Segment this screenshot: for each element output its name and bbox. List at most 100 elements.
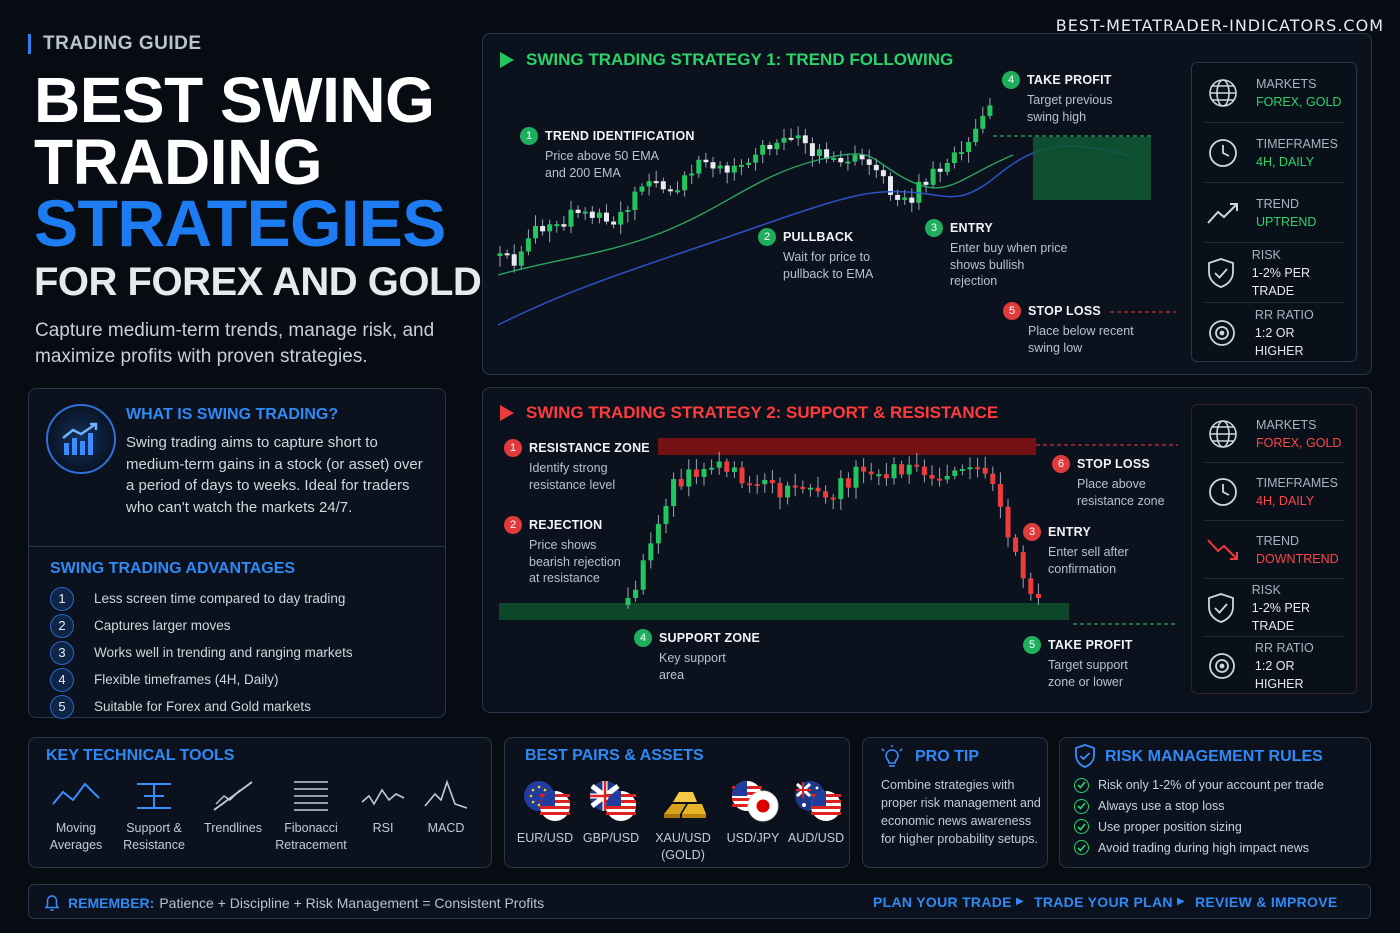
site-url: BEST-METATRADER-INDICATORS.COM — [1055, 16, 1384, 35]
summary-row: RISK 1-2% PER TRADE — [1204, 579, 1344, 637]
pairs-title: BEST PAIRS & ASSETS — [525, 747, 704, 764]
risk-list: Risk only 1-2% of your account per trade… — [1074, 775, 1324, 858]
risk-title: RISK MANAGEMENT RULES — [1105, 748, 1323, 765]
tool-label: MACD — [427, 821, 465, 835]
s2-note-rejection: 2 REJECTION Price shows bearish rejection … — [504, 516, 629, 587]
title-line-4: FOR FOREX AND GOLD — [34, 260, 482, 304]
play-icon — [500, 52, 514, 68]
summary-row: RR RATIO 1:2 OR HIGHER — [1204, 303, 1344, 363]
candle — [731, 165, 737, 173]
note-number: 3 — [925, 219, 943, 237]
candle — [883, 474, 889, 479]
tool-fibonacci: Fibonacci Retracement — [272, 778, 350, 854]
candle — [944, 475, 950, 480]
candle — [838, 158, 844, 163]
note-body: Identify strong resistance level — [529, 461, 616, 492]
candle — [930, 168, 936, 185]
candle — [876, 474, 882, 477]
candle — [646, 181, 652, 187]
candle — [589, 211, 595, 218]
note-body: Enter sell after confirmation — [1048, 545, 1129, 576]
candle — [853, 466, 859, 488]
summary-value: FOREX, GOLD — [1256, 94, 1342, 109]
trend-down-icon — [1204, 531, 1242, 569]
tool-rsi: RSI — [360, 778, 406, 837]
list-item: 3 Works well in trending and ranging mark… — [50, 639, 430, 666]
pair-label: XAU/USD — [655, 831, 711, 845]
note-head: STOP LOSS — [1077, 457, 1150, 472]
advantages-list: 1 Less screen time compared to day tradin… — [50, 585, 430, 720]
list-text: Suitable for Forex and Gold markets — [94, 699, 311, 714]
target-icon — [1204, 647, 1241, 685]
note-head: SUPPORT ZONE — [659, 631, 761, 646]
s2-note-entry: 3 ENTRY Enter sell after confirmation — [1023, 523, 1148, 577]
summary-label: RISK — [1251, 582, 1281, 597]
s1-note-take-profit: 4 TAKE PROFIT Target previous swing high — [1002, 71, 1137, 125]
strategy1-candles — [497, 98, 993, 273]
list-text: Less screen time compared to day trading — [94, 591, 346, 606]
candle — [781, 137, 787, 143]
strategy2-title: SWING TRADING STRATEGY 2: SUPPORT & RESI… — [500, 403, 998, 423]
s2-note-take-profit: 5 TAKE PROFIT Target support zone or lower — [1023, 636, 1148, 690]
candle — [809, 143, 815, 156]
check-icon — [1074, 819, 1089, 835]
note-number: 1 — [520, 127, 538, 145]
candle — [906, 464, 912, 475]
list-item: 5 Suitable for Forex and Gold markets — [50, 693, 430, 720]
candle — [868, 471, 874, 475]
candle — [959, 468, 965, 471]
candle — [767, 145, 773, 150]
candle — [817, 149, 822, 156]
note-head: TAKE PROFIT — [1048, 638, 1133, 653]
summary-value: FOREX, GOLD — [1256, 435, 1342, 450]
summary-row: RR RATIO 1:2 OR HIGHER — [1204, 637, 1344, 695]
strategy1-title: SWING TRADING STRATEGY 1: TREND FOLLOWIN… — [500, 50, 953, 70]
candle — [852, 154, 858, 162]
candle — [701, 469, 707, 477]
target-icon — [1204, 314, 1241, 352]
strategy1-summary: MARKETS FOREX, GOLD TIMEFRAMES 4H, DAILY T… — [1191, 62, 1357, 362]
list-text: Works well in trending and ranging marke… — [94, 645, 353, 660]
candle — [831, 158, 837, 161]
candle — [660, 181, 666, 190]
candle — [795, 135, 801, 139]
list-item: Risk only 1-2% of your account per trade — [1074, 775, 1324, 796]
clock-icon — [1204, 134, 1242, 172]
lightbulb-icon — [879, 745, 905, 774]
globe-icon — [1204, 415, 1242, 453]
candle — [1028, 578, 1034, 594]
tool-macd: MACD — [422, 778, 470, 837]
candle — [724, 461, 730, 472]
eur-usd-flag-icon — [522, 778, 570, 824]
candle — [717, 165, 723, 169]
note-number: 3 — [1023, 523, 1041, 541]
list-item: Always use a stop loss — [1074, 796, 1324, 817]
title-line-3: STRATEGIES — [34, 186, 446, 260]
risk-panel — [1059, 737, 1371, 868]
play-icon — [500, 405, 514, 421]
summary-label: TIMEFRAMES — [1256, 136, 1338, 151]
summary-row: RISK 1-2% PER TRADE — [1204, 243, 1344, 303]
candle — [686, 469, 692, 487]
pair-label: (GOLD) — [661, 848, 705, 862]
candle — [724, 165, 730, 173]
bar-chart-up-icon — [46, 404, 116, 474]
summary-row: MARKETS FOREX, GOLD — [1204, 405, 1344, 463]
summary-row: TIMEFRAMES 4H, DAILY — [1204, 463, 1344, 521]
candle — [693, 469, 699, 477]
remember-label: REMEMBER: — [68, 895, 155, 911]
candle — [678, 479, 684, 487]
list-text: Use proper position sizing — [1098, 819, 1242, 834]
note-number: 5 — [1023, 636, 1041, 654]
pair-usd-jpy: USD/JPY — [724, 778, 782, 847]
note-body: Place below recent swing low — [1028, 324, 1134, 355]
candle — [788, 137, 794, 140]
note-head: ENTRY — [1048, 525, 1091, 540]
candle — [982, 467, 988, 474]
candle — [640, 560, 646, 590]
s2-note-support: 4 SUPPORT ZONE Key support area — [634, 629, 760, 683]
strategy2-title-text: SWING TRADING STRATEGY 2: SUPPORT & RESI… — [526, 403, 999, 422]
candle — [648, 543, 654, 561]
what-text: Swing trading aims to capture short to m… — [126, 434, 423, 516]
candle — [914, 464, 920, 467]
